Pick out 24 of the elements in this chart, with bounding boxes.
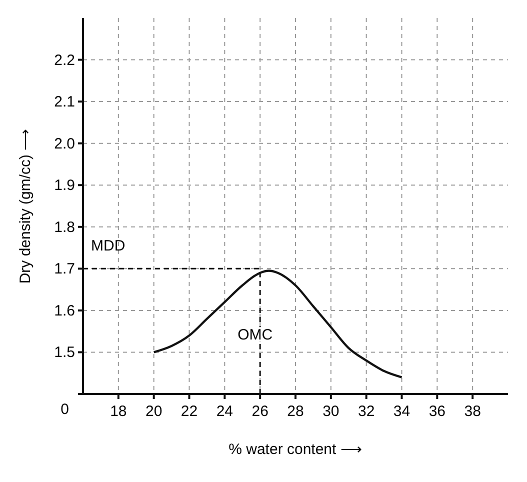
x-tick-label: 18 (110, 403, 127, 420)
x-tick-label: 28 (287, 403, 304, 420)
x-tick-label: 24 (216, 403, 234, 420)
y-tick-label: 1.7 (54, 260, 75, 278)
y-tick-label: 1.9 (54, 177, 75, 194)
x-tick-label: 22 (180, 403, 198, 420)
x-tick-label: 36 (428, 403, 446, 420)
x-tick-label: 34 (393, 403, 410, 420)
x-tick-label: 26 (252, 403, 268, 420)
ref-line-label: OMC (238, 326, 273, 344)
x-tick-label: 30 (322, 403, 340, 420)
y-tick-label: 1.6 (54, 302, 75, 320)
x-tick-label: 32 (358, 403, 375, 420)
y-axis-title: Dry density (gm/cc) ⟶ (17, 128, 34, 284)
y-tick-label: 2.2 (54, 52, 75, 69)
y-tick-label: 1.5 (54, 344, 75, 362)
y-tick-label: 2.0 (54, 135, 75, 152)
x-axis-title: % water content ⟶ (228, 441, 362, 458)
x-tick-label: 20 (145, 403, 162, 420)
text: 0 (60, 401, 69, 418)
y-tick-label: 1.8 (54, 218, 75, 236)
ref-line-label: MDD (91, 238, 126, 255)
x-tick-label: 38 (464, 403, 481, 420)
y-tick-label: 2.1 (54, 94, 75, 111)
